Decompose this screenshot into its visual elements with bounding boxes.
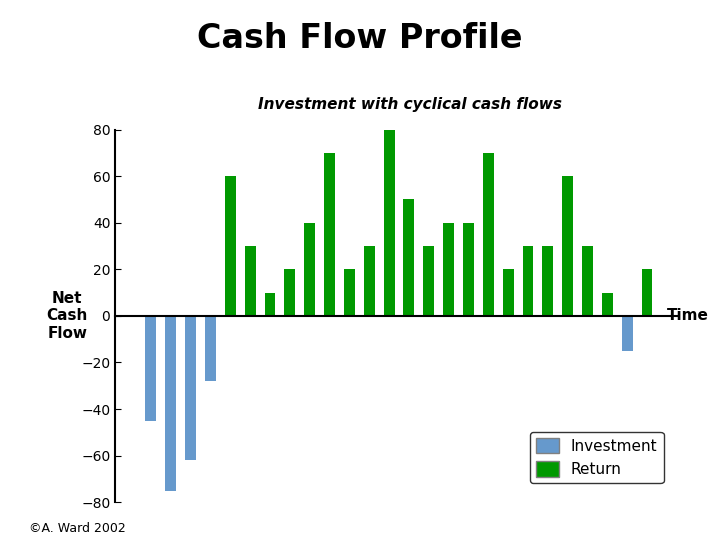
- Text: Cash Flow Profile: Cash Flow Profile: [197, 22, 523, 55]
- Bar: [403, 199, 414, 316]
- Bar: [483, 153, 494, 316]
- Text: Investment with cyclical cash flows: Investment with cyclical cash flows: [258, 97, 562, 112]
- Bar: [642, 269, 652, 316]
- Bar: [542, 246, 553, 316]
- Bar: [284, 269, 295, 316]
- Bar: [503, 269, 513, 316]
- Bar: [305, 222, 315, 316]
- Bar: [384, 130, 395, 316]
- Bar: [423, 246, 434, 316]
- Bar: [166, 316, 176, 490]
- Bar: [562, 176, 573, 316]
- Bar: [205, 316, 216, 381]
- Bar: [245, 246, 256, 316]
- Bar: [364, 246, 374, 316]
- Bar: [463, 222, 474, 316]
- Bar: [523, 246, 534, 316]
- Bar: [344, 269, 355, 316]
- Bar: [602, 293, 613, 316]
- Bar: [185, 316, 196, 460]
- Bar: [582, 246, 593, 316]
- Y-axis label: Net
Cash
Flow: Net Cash Flow: [47, 291, 88, 341]
- Bar: [324, 153, 335, 316]
- Bar: [145, 316, 156, 421]
- Text: ©A. Ward 2002: ©A. Ward 2002: [29, 522, 125, 535]
- Bar: [225, 176, 235, 316]
- Bar: [622, 316, 633, 351]
- Bar: [264, 293, 276, 316]
- Text: Time: Time: [667, 308, 708, 323]
- Legend: Investment, Return: Investment, Return: [529, 431, 664, 483]
- Bar: [443, 222, 454, 316]
